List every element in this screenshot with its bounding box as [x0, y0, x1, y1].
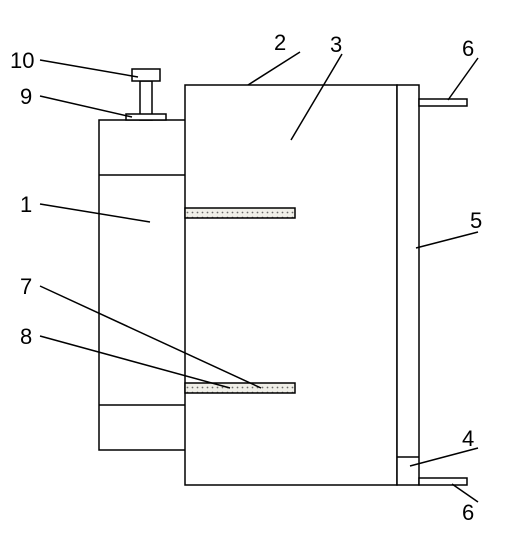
label-n6b: 6 — [462, 500, 474, 525]
label-n9: 9 — [20, 84, 32, 109]
label-n8: 8 — [20, 324, 32, 349]
label-n10: 10 — [10, 48, 34, 73]
label-n7: 7 — [20, 274, 32, 299]
label-n1: 1 — [20, 192, 32, 217]
label-n4: 4 — [462, 426, 474, 451]
label-n5: 5 — [470, 208, 482, 233]
label-n3: 3 — [330, 32, 342, 57]
label-n6t: 6 — [462, 36, 474, 61]
label-n2: 2 — [274, 30, 286, 55]
